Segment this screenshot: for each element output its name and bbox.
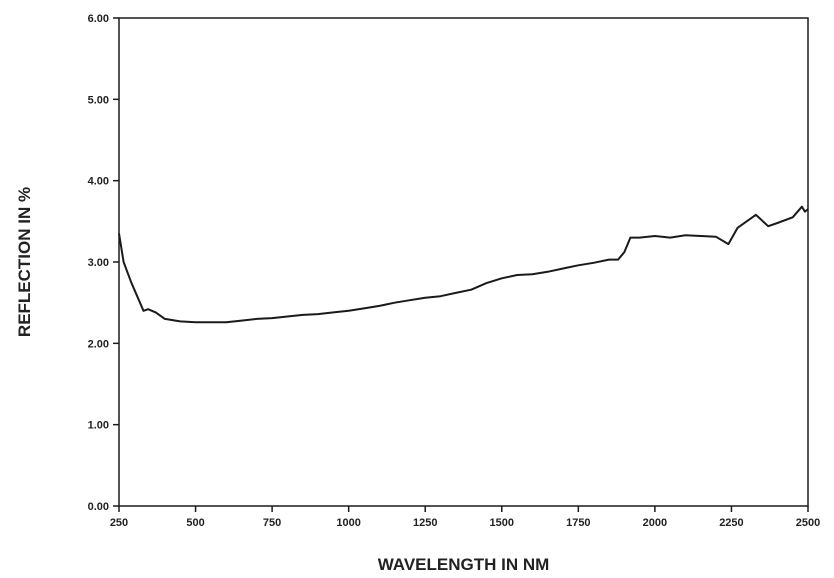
x-axis-title: WAVELENGTH IN NM	[378, 555, 550, 574]
plot-frame	[118, 17, 809, 507]
y-tick-label: 3.00	[88, 257, 109, 269]
y-axis-title: REFLECTION IN %	[15, 187, 34, 337]
x-tick-label: 250	[110, 517, 128, 529]
x-tick-label: 1250	[413, 517, 437, 529]
x-tick-label: 750	[263, 517, 281, 529]
y-tick-label: 0.00	[88, 501, 109, 513]
x-tick-label: 2250	[719, 517, 743, 529]
x-tick-label: 1750	[566, 517, 590, 529]
y-tick-label: 6.00	[88, 13, 109, 25]
x-tick-label: 2500	[796, 517, 820, 529]
x-tick-label: 2000	[643, 517, 667, 529]
y-axis-ticks: 0.00 1.00 2.00 3.00 4.00 5.00 6.00	[88, 13, 119, 513]
x-tick-label: 1000	[336, 517, 360, 529]
series-line	[118, 205, 809, 324]
x-tick-label: 1500	[490, 517, 514, 529]
x-tick-label: 500	[186, 517, 204, 529]
x-axis-ticks: 250 500 750 1000 1250 1500 1750 2000 2250 2500	[110, 506, 820, 529]
y-tick-label: 4.00	[88, 176, 109, 188]
y-tick-label: 1.00	[88, 420, 109, 432]
y-tick-label: 2.00	[88, 338, 109, 350]
y-tick-label: 5.00	[88, 94, 109, 106]
